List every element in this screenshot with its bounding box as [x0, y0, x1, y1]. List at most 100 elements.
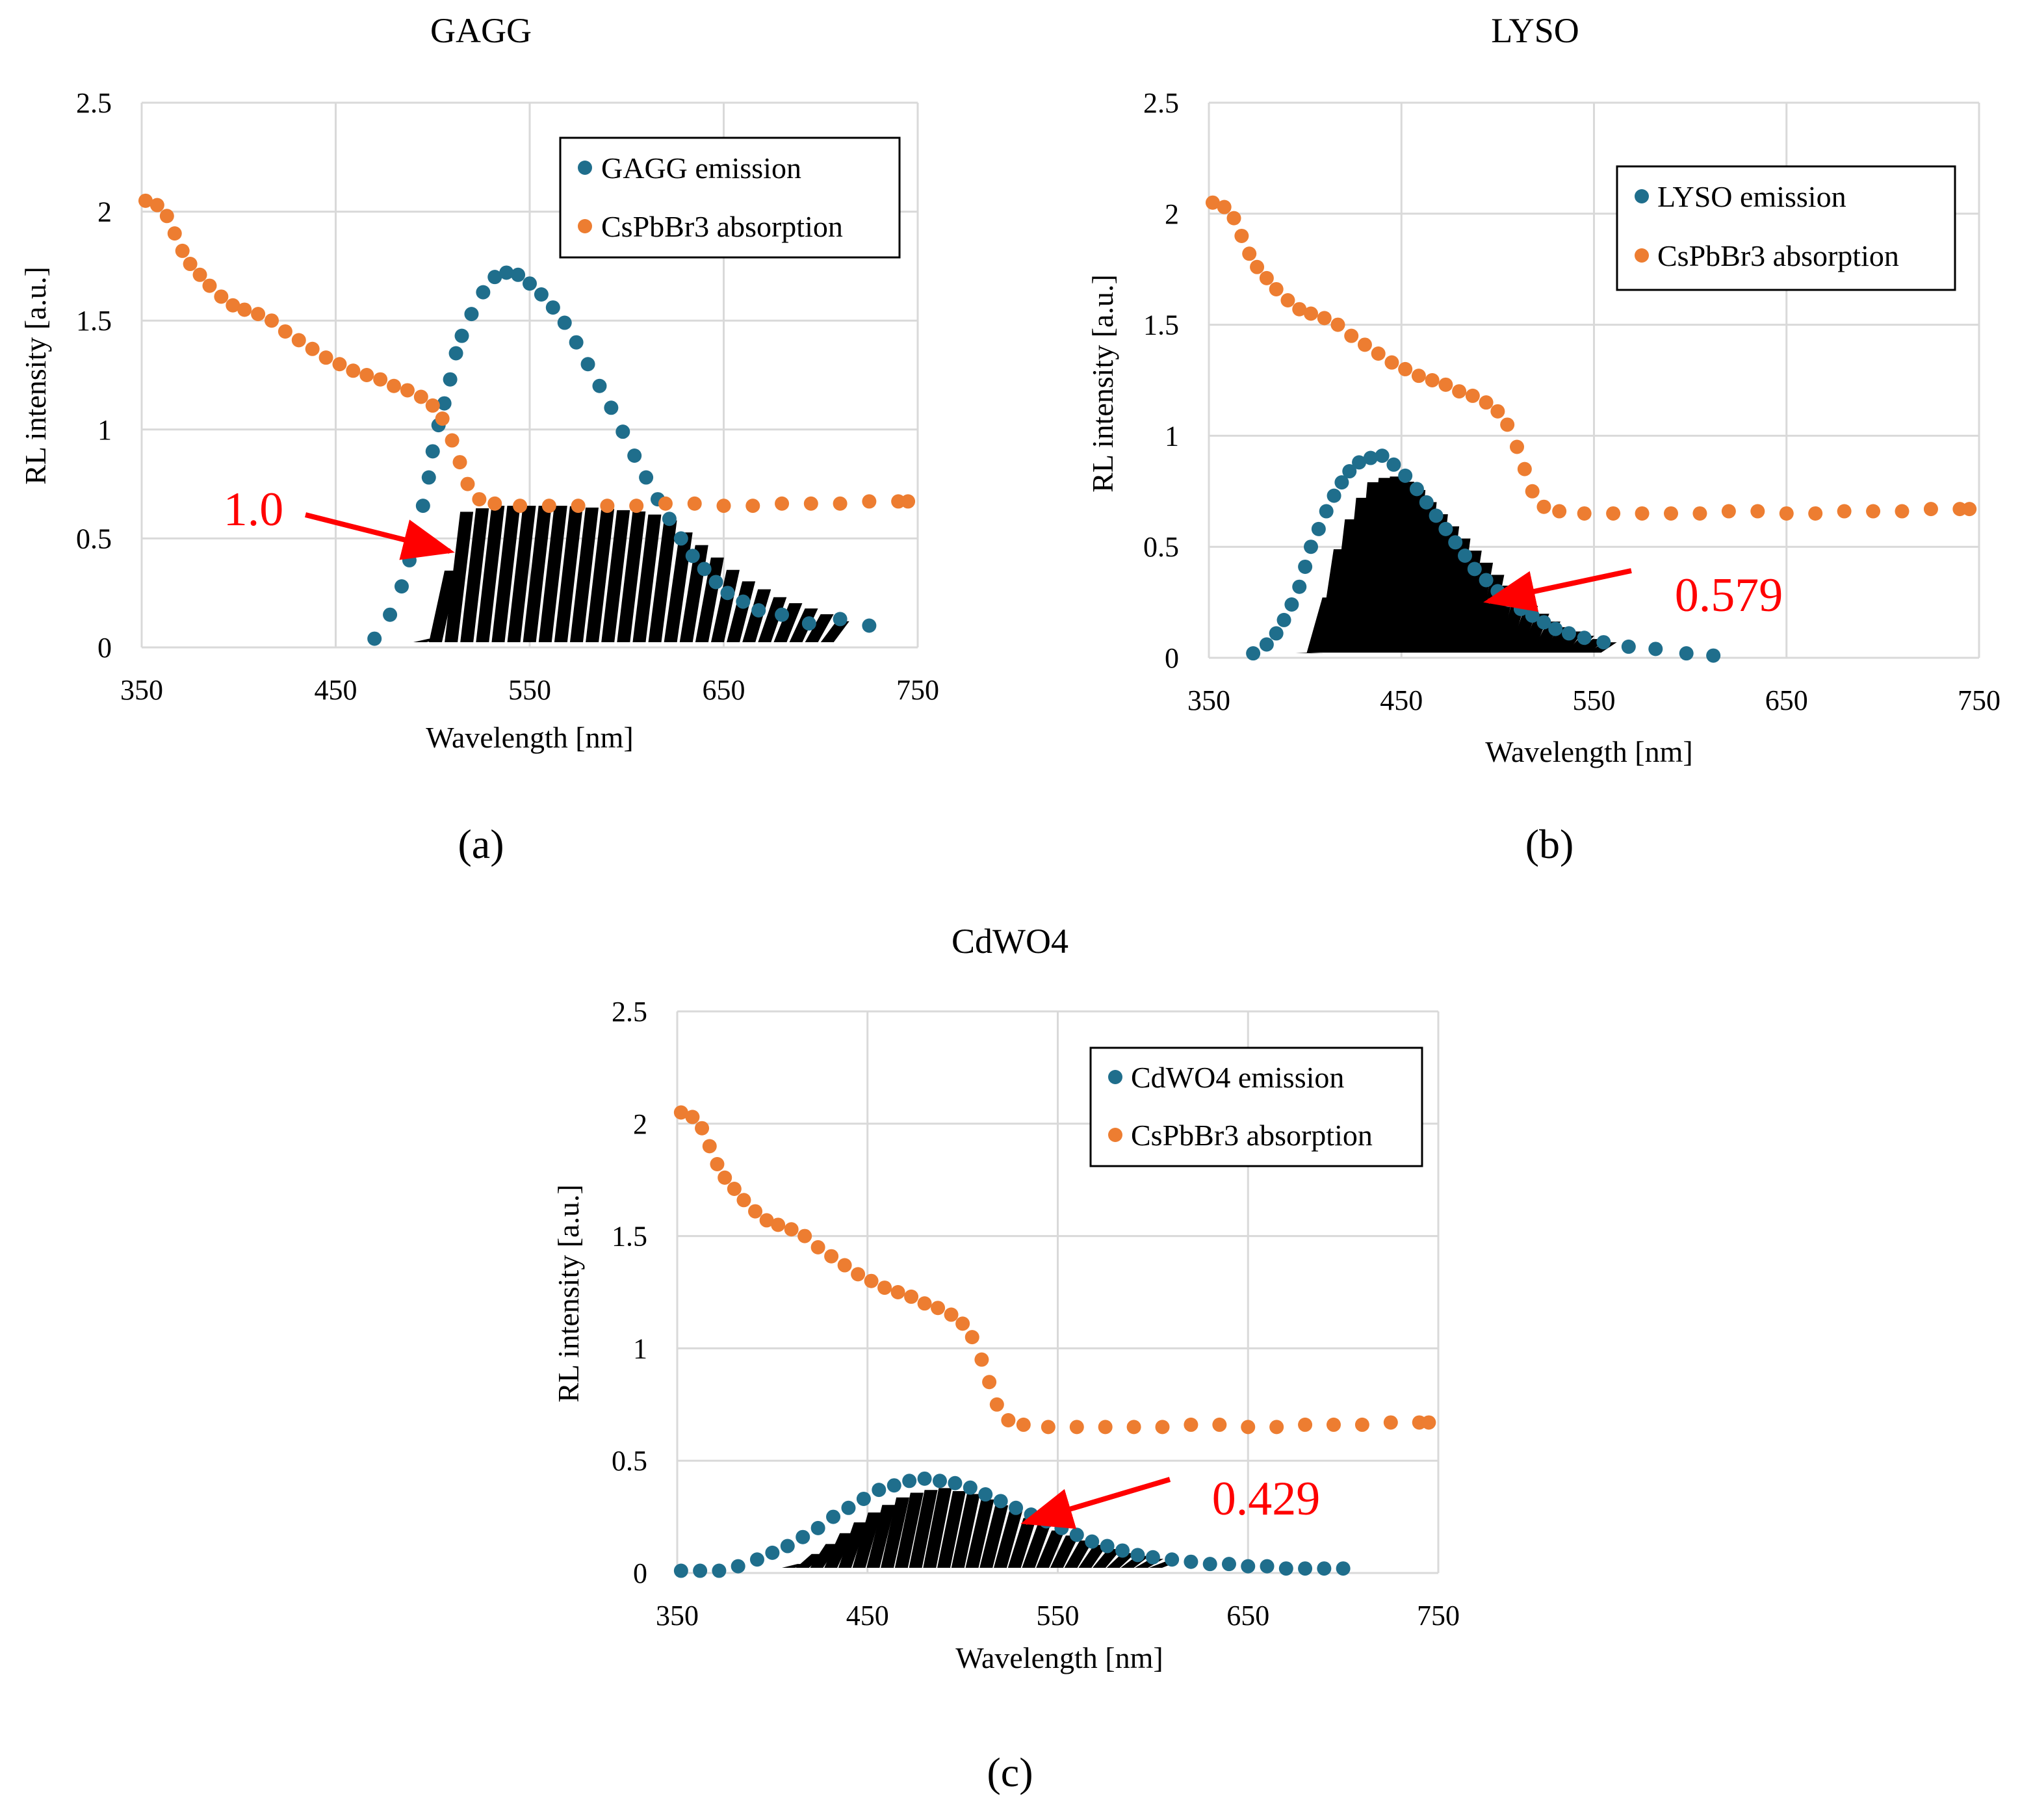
absorption-point — [1490, 404, 1505, 419]
emission-point — [476, 285, 491, 300]
hatch-stripe — [1554, 631, 1583, 653]
emission-point — [421, 470, 436, 485]
absorption-point — [1184, 1417, 1198, 1432]
emission-point — [557, 315, 572, 330]
emission-point — [917, 1471, 932, 1486]
absorption-point — [1250, 259, 1265, 274]
absorption-point — [1344, 328, 1359, 343]
absorption-point — [373, 372, 388, 387]
absorption-point — [784, 1222, 799, 1237]
emission-point — [1276, 612, 1291, 627]
hatch-stripe — [1340, 497, 1369, 653]
y-tick-label: 1 — [633, 1332, 647, 1364]
panel-label: (a) — [458, 821, 504, 867]
hatch-stripe — [476, 506, 505, 642]
hatch-stripe — [1093, 1549, 1122, 1568]
emission-point — [1342, 464, 1357, 479]
hatch-stripe — [1363, 478, 1392, 653]
emission-point — [993, 1494, 1008, 1509]
hatch-stripe — [923, 1488, 952, 1568]
legend-label-emission: LYSO emission — [1657, 180, 1846, 213]
emission-point — [1525, 608, 1540, 623]
legend: LYSO emission CsPbBr3 absorption — [1616, 165, 1956, 291]
x-tick-label: 550 — [508, 674, 551, 706]
absorption-point — [138, 193, 153, 208]
y-tick-label: 2 — [633, 1108, 647, 1140]
absorption-point — [1269, 1420, 1284, 1435]
hatch-stripe — [1064, 1540, 1093, 1568]
absorption-point — [1664, 506, 1678, 521]
absorption-point — [400, 383, 415, 398]
absorption-point — [673, 1105, 688, 1120]
emission-point — [963, 1480, 978, 1495]
y-tick-label: 2.5 — [612, 996, 647, 1028]
emission-point — [487, 270, 502, 285]
emission-point — [1334, 475, 1349, 490]
emission-point — [662, 512, 677, 526]
emission-point — [826, 1509, 841, 1524]
absorption-point — [1837, 504, 1852, 519]
absorption-point — [1280, 293, 1295, 308]
y-axis-label: RL intensity [a.u.] — [19, 266, 52, 485]
absorption-point — [718, 1170, 732, 1185]
absorption-point — [1126, 1420, 1141, 1435]
hatch-stripe — [617, 511, 646, 642]
y-tick-label: 0 — [1165, 642, 1179, 674]
absorption-point — [695, 1121, 710, 1136]
absorption-point — [332, 357, 347, 372]
emission-point — [731, 1559, 745, 1574]
absorption-point — [965, 1330, 979, 1345]
hatch-stripe — [648, 520, 677, 642]
absorption-point — [771, 1217, 786, 1232]
x-tick-label: 450 — [315, 674, 357, 706]
emission-point — [749, 1552, 764, 1567]
emission-point — [765, 1545, 780, 1560]
absorption-point — [797, 1228, 812, 1243]
hatch-stripe — [993, 1511, 1022, 1568]
absorption-point — [445, 433, 460, 448]
hatch-stripe — [852, 1512, 881, 1568]
absorption-point — [1606, 506, 1621, 521]
absorption-point — [1304, 306, 1319, 321]
absorption-point — [877, 1280, 892, 1295]
absorption-point — [982, 1375, 997, 1390]
absorption-point — [1298, 1417, 1313, 1432]
emission-point — [425, 444, 440, 459]
emission-point — [712, 1563, 727, 1578]
emission-point — [856, 1491, 871, 1506]
emission-point — [1398, 468, 1413, 483]
emission-point — [448, 346, 463, 361]
emission-point — [1577, 630, 1592, 645]
absorption-point — [359, 368, 374, 382]
y-tick-label: 1.5 — [1143, 309, 1179, 341]
emission-point — [1327, 488, 1341, 503]
emission-point — [841, 1500, 856, 1515]
legend-marker-emission — [1635, 189, 1649, 203]
absorption-point — [214, 289, 229, 304]
legend-label-emission: CdWO4 emission — [1131, 1061, 1344, 1094]
emission-point — [1100, 1539, 1115, 1554]
emission-point — [1165, 1552, 1180, 1567]
absorption-point — [944, 1307, 959, 1322]
x-tick-label: 550 — [1037, 1600, 1080, 1632]
emission-point — [1317, 1561, 1332, 1576]
x-tick-label: 350 — [120, 674, 163, 706]
y-tick-label: 0.5 — [1143, 531, 1179, 563]
x-tick-label: 350 — [656, 1600, 699, 1632]
legend-label-absorption: CsPbBr3 absorption — [1657, 239, 1899, 272]
annotation-value: 0.579 — [1675, 569, 1783, 622]
absorption-point — [472, 492, 487, 507]
absorption-point — [716, 499, 731, 514]
emission-point — [1241, 1559, 1256, 1574]
absorption-point — [1510, 439, 1524, 454]
absorption-point — [1269, 281, 1284, 296]
emission-point — [1260, 1559, 1275, 1574]
legend-marker-emission — [578, 161, 592, 175]
absorption-point — [901, 494, 916, 509]
emission-point — [1448, 535, 1463, 550]
hatch-stripe — [1007, 1518, 1037, 1568]
hatch-stripe — [965, 1499, 994, 1568]
legend-marker-emission — [1108, 1070, 1122, 1084]
absorption-point — [931, 1301, 946, 1316]
absorption-point — [1421, 1415, 1436, 1430]
